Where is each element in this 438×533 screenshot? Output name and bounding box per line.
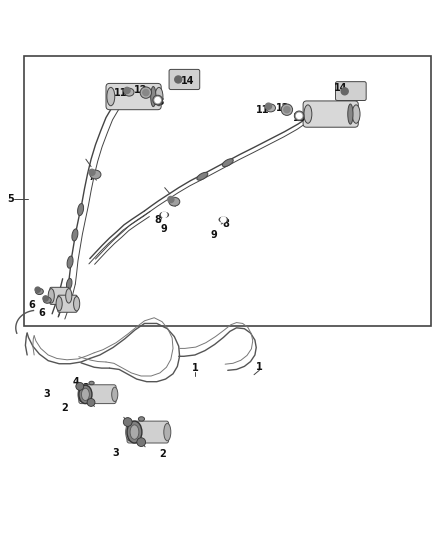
FancyBboxPatch shape [127,421,169,443]
Ellipse shape [66,288,72,303]
Text: 13: 13 [152,97,166,107]
Circle shape [35,287,40,292]
Circle shape [284,107,290,113]
FancyBboxPatch shape [106,84,161,110]
Ellipse shape [197,172,208,180]
Text: 5: 5 [7,193,14,204]
Circle shape [87,399,95,406]
Ellipse shape [352,105,360,123]
FancyBboxPatch shape [303,101,358,127]
Text: 2: 2 [139,424,146,434]
Text: 8: 8 [154,215,161,224]
Circle shape [43,296,48,301]
Circle shape [221,217,226,222]
Ellipse shape [169,197,180,206]
Ellipse shape [126,423,133,441]
Circle shape [265,103,272,109]
Text: 2: 2 [159,449,166,459]
Circle shape [153,95,162,105]
Ellipse shape [67,256,73,268]
Text: 9: 9 [160,224,167,235]
Text: 14: 14 [334,83,347,93]
Ellipse shape [81,388,89,400]
FancyBboxPatch shape [336,82,366,101]
Ellipse shape [78,387,84,402]
Ellipse shape [61,293,66,304]
FancyBboxPatch shape [50,287,69,304]
Ellipse shape [112,387,118,402]
Circle shape [124,87,130,93]
Text: 3: 3 [113,448,120,458]
Circle shape [143,90,149,96]
Circle shape [162,212,167,217]
Ellipse shape [89,381,94,385]
Circle shape [76,382,84,390]
Circle shape [89,169,95,175]
Ellipse shape [222,159,233,167]
Text: 6: 6 [38,308,45,318]
Text: 8: 8 [222,219,229,229]
Circle shape [168,197,174,203]
Text: 2: 2 [61,403,68,414]
Ellipse shape [138,417,145,421]
Text: 1: 1 [256,362,263,372]
Ellipse shape [78,204,84,216]
Ellipse shape [72,229,78,241]
Ellipse shape [151,86,156,107]
Ellipse shape [127,421,142,443]
Ellipse shape [79,385,92,403]
Text: 12: 12 [134,85,148,95]
Circle shape [175,76,182,83]
Text: 9: 9 [210,230,217,240]
Text: 4: 4 [72,377,79,387]
Circle shape [137,438,145,447]
Ellipse shape [107,87,115,106]
Text: 7: 7 [88,172,95,182]
Circle shape [297,113,302,118]
Circle shape [124,418,132,426]
Ellipse shape [155,87,163,106]
Ellipse shape [48,288,54,303]
Ellipse shape [56,296,62,311]
Ellipse shape [90,170,101,179]
FancyBboxPatch shape [79,385,116,403]
Text: 4: 4 [138,417,145,427]
Text: 2: 2 [82,383,89,393]
Ellipse shape [266,104,276,112]
Bar [24,56,431,326]
Ellipse shape [67,278,72,289]
Ellipse shape [304,105,312,123]
Ellipse shape [160,212,169,217]
Circle shape [341,88,348,95]
Text: 7: 7 [170,198,177,208]
Ellipse shape [124,88,134,96]
Text: 14: 14 [181,76,194,86]
Ellipse shape [35,288,43,295]
Ellipse shape [164,423,171,441]
Text: 13: 13 [293,112,307,123]
Circle shape [155,98,160,103]
Ellipse shape [43,297,51,303]
Text: 12: 12 [276,102,289,112]
Ellipse shape [219,217,228,222]
Text: 1: 1 [191,363,198,373]
Ellipse shape [74,296,80,311]
Text: 11: 11 [114,88,127,99]
Ellipse shape [348,104,353,124]
FancyBboxPatch shape [58,295,77,312]
FancyBboxPatch shape [169,69,200,90]
Text: 3: 3 [43,389,50,399]
Text: 6: 6 [28,300,35,310]
Circle shape [281,104,293,115]
Ellipse shape [130,425,139,439]
Circle shape [294,111,304,120]
Circle shape [140,87,152,98]
Text: 11: 11 [256,105,269,115]
